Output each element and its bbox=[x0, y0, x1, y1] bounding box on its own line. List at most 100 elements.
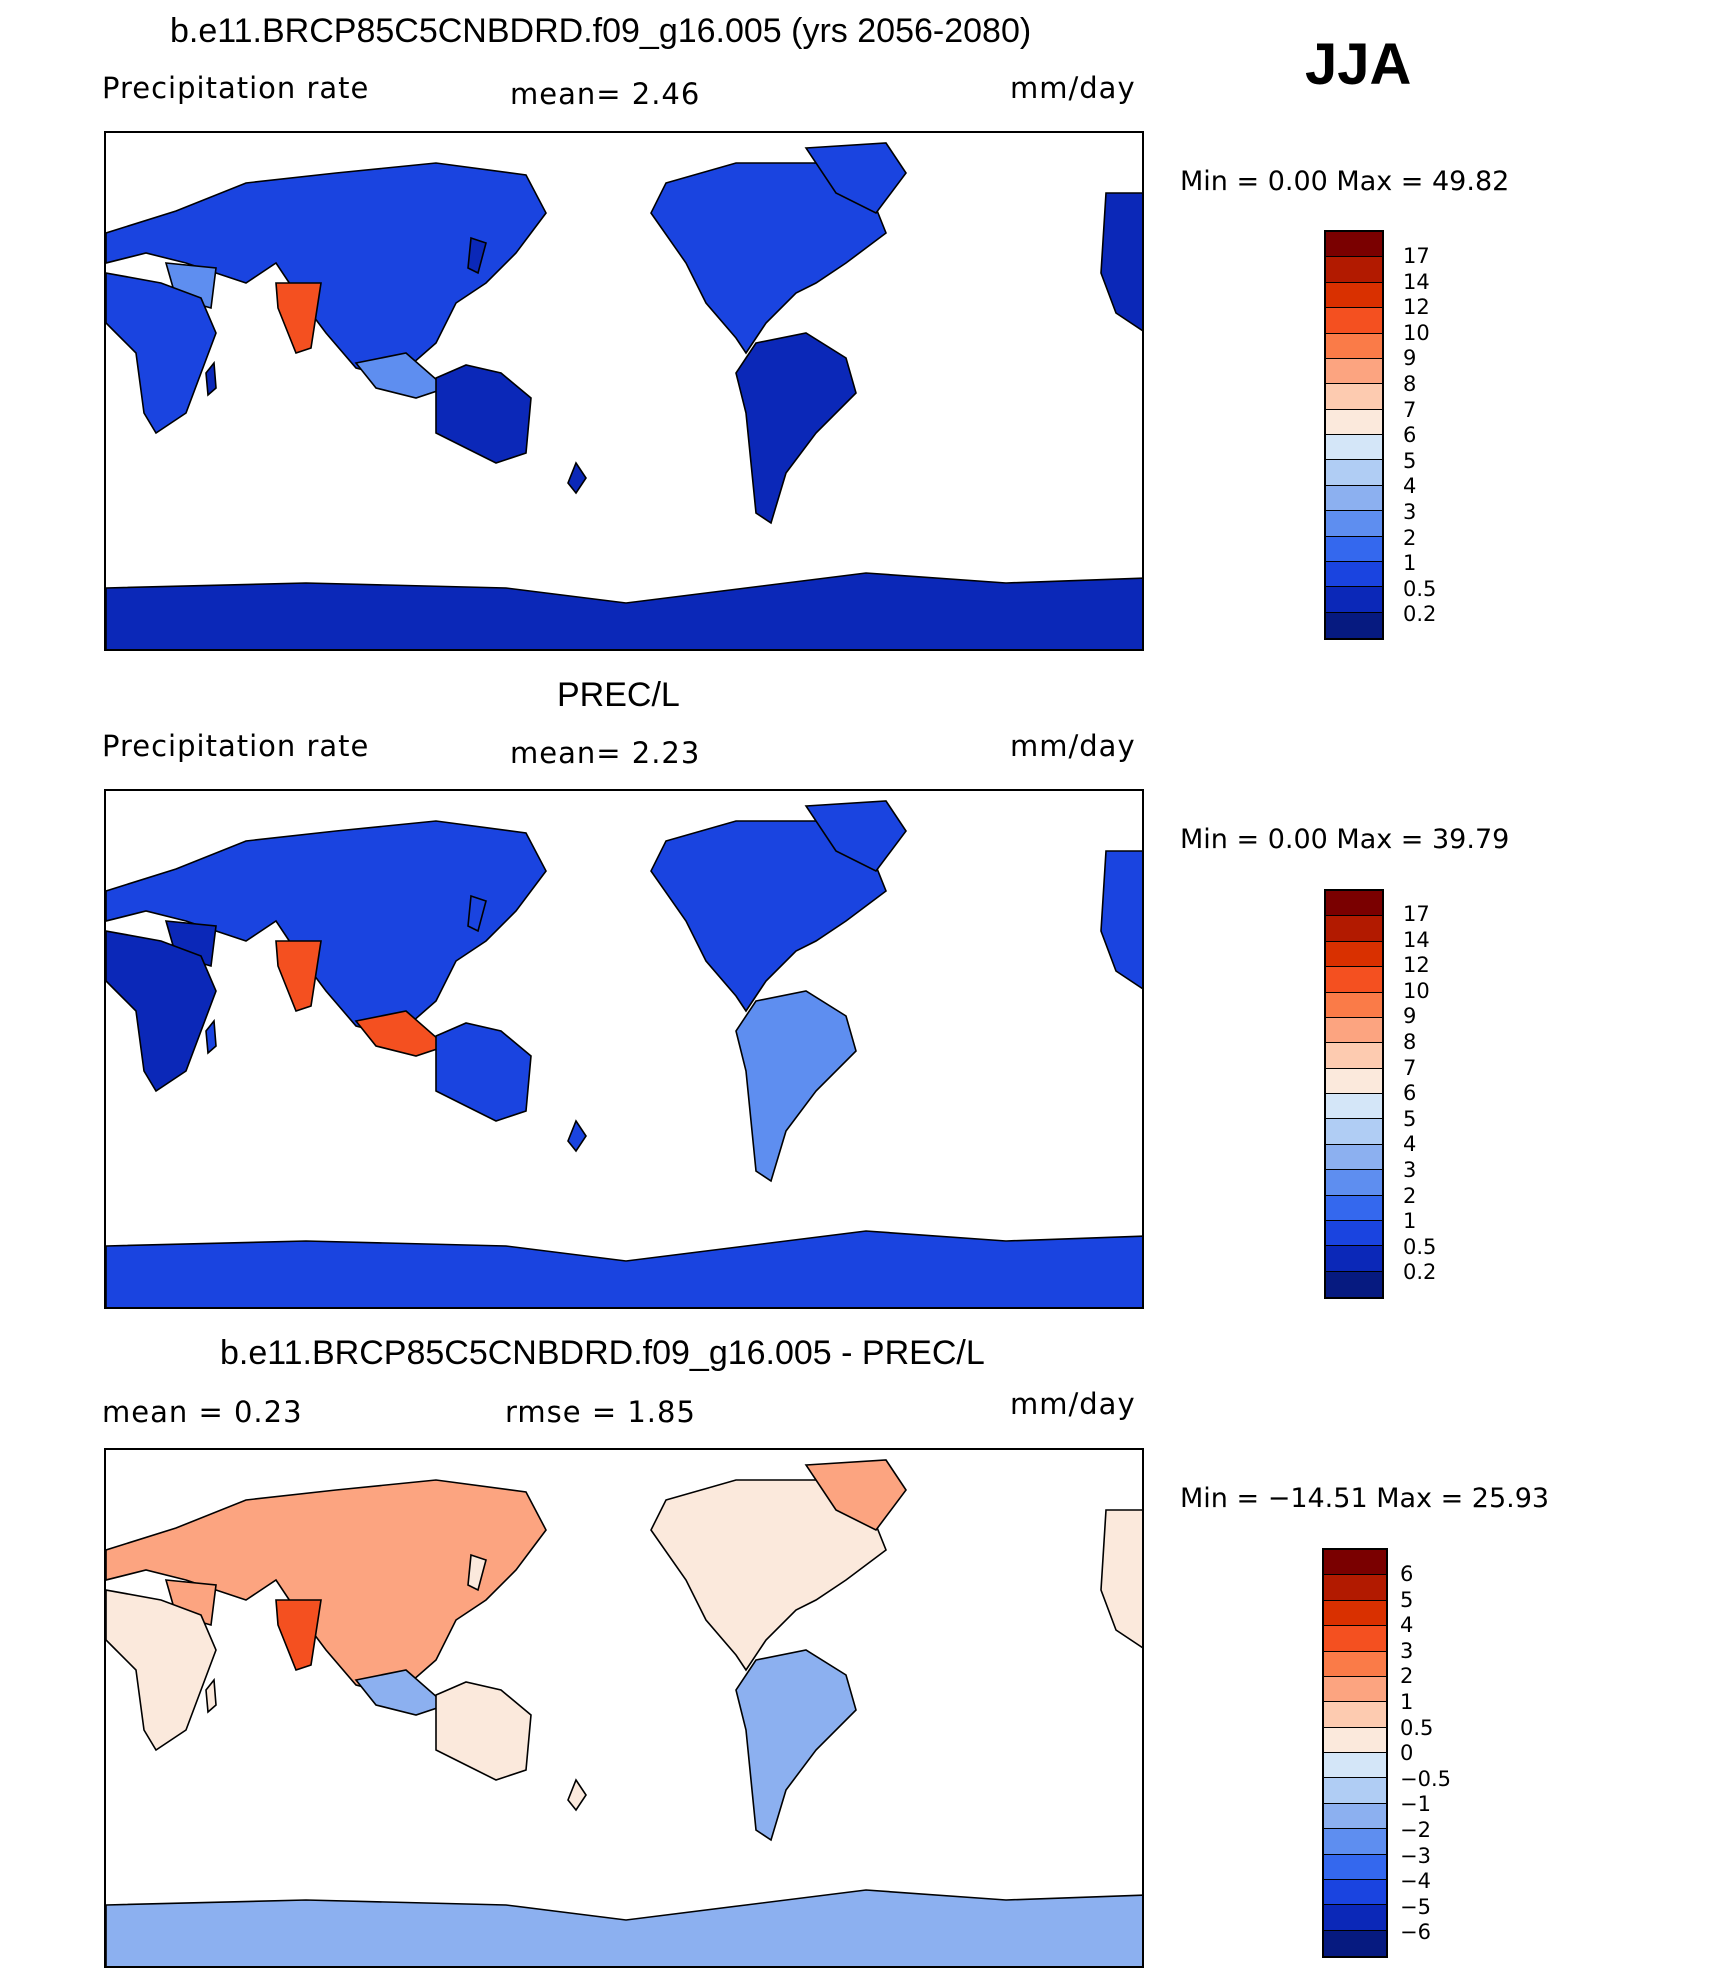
panel3-map bbox=[104, 1448, 1144, 1968]
colorbar-tick-label: 17 bbox=[1403, 902, 1430, 926]
panel2-mean-label: mean= 2.23 bbox=[510, 736, 701, 770]
landmass-antarctica bbox=[106, 1230, 1142, 1307]
colorbar-tick-label: 6 bbox=[1403, 1081, 1417, 1106]
landmass-samerica bbox=[735, 1649, 857, 1842]
colorbar-tick-label: 4 bbox=[1400, 1613, 1414, 1638]
colorbar-tick-label: 8 bbox=[1403, 1030, 1417, 1054]
colorbar-tick-label: 0.5 bbox=[1400, 1715, 1434, 1740]
colorbar-swatch bbox=[1324, 1854, 1386, 1880]
panel2-min-max: Min = 0.00 Max = 39.79 bbox=[1180, 824, 1510, 855]
colorbar-tick-label: −0.5 bbox=[1400, 1766, 1451, 1791]
panel2-map bbox=[104, 789, 1144, 1309]
colorbar-tick-label: 3 bbox=[1403, 1158, 1417, 1182]
colorbar-swatch bbox=[1324, 1702, 1386, 1728]
colorbar-tick-label: 2 bbox=[1403, 525, 1417, 550]
panel2-colorbar bbox=[1324, 889, 1384, 1299]
colorbar-swatch bbox=[1326, 612, 1382, 638]
panel1-world-map bbox=[106, 142, 1142, 649]
colorbar-swatch bbox=[1326, 1170, 1382, 1196]
colorbar-swatch bbox=[1326, 409, 1382, 435]
panel1-map bbox=[104, 131, 1144, 651]
colorbar-swatch bbox=[1326, 587, 1382, 613]
landmass-europeEdge bbox=[1100, 850, 1142, 990]
colorbar-swatch bbox=[1324, 1626, 1386, 1652]
colorbar-tick-label: 0 bbox=[1400, 1741, 1414, 1766]
panel2-world-map bbox=[106, 800, 1142, 1307]
colorbar-tick-label: 5 bbox=[1403, 448, 1417, 473]
colorbar-swatch bbox=[1326, 916, 1382, 942]
colorbar-swatch bbox=[1324, 1600, 1386, 1627]
panel3-world-map bbox=[106, 1459, 1142, 1966]
colorbar-swatch bbox=[1326, 1119, 1382, 1145]
landmass-madagascar bbox=[205, 1018, 217, 1055]
landmass-madagascar bbox=[205, 360, 217, 397]
colorbar-tick-label: 5 bbox=[1400, 1587, 1414, 1612]
colorbar-swatch bbox=[1326, 308, 1382, 334]
landmass-greenland bbox=[804, 142, 907, 215]
landmass-samerica bbox=[735, 332, 857, 525]
colorbar-swatch bbox=[1326, 1220, 1382, 1247]
panel1-variable-label: Precipitation rate bbox=[102, 71, 370, 105]
season-label: JJA bbox=[1305, 32, 1412, 97]
colorbar-tick-label: −2 bbox=[1400, 1818, 1431, 1842]
colorbar-tick-label: −6 bbox=[1400, 1920, 1431, 1945]
colorbar-tick-label: 3 bbox=[1400, 1638, 1414, 1663]
landmass-nz bbox=[567, 1119, 587, 1153]
colorbar-swatch bbox=[1324, 1803, 1386, 1830]
colorbar-tick-label: 1 bbox=[1403, 551, 1417, 576]
colorbar-swatch bbox=[1326, 358, 1382, 385]
colorbar-tick-label: −1 bbox=[1400, 1792, 1431, 1817]
panel2-variable-label: Precipitation rate bbox=[102, 729, 370, 763]
colorbar-swatch bbox=[1324, 1575, 1386, 1601]
landmass-australia bbox=[435, 1681, 532, 1781]
landmass-africa bbox=[106, 272, 217, 435]
colorbar-swatch bbox=[1324, 1905, 1386, 1931]
colorbar-swatch bbox=[1324, 1676, 1386, 1703]
colorbar-swatch bbox=[1326, 561, 1382, 588]
landmass-antarctica bbox=[106, 1889, 1142, 1966]
colorbar-tick-label: 9 bbox=[1403, 1004, 1417, 1029]
colorbar-tick-label: 0.5 bbox=[1403, 576, 1437, 601]
colorbar-tick-label: −5 bbox=[1400, 1894, 1431, 1919]
colorbar-swatch bbox=[1326, 1068, 1382, 1094]
landmass-seasia bbox=[354, 352, 448, 399]
colorbar-tick-label: 2 bbox=[1403, 1183, 1417, 1208]
colorbar-tick-label: 17 bbox=[1403, 244, 1430, 268]
landmass-australia bbox=[435, 1022, 532, 1122]
colorbar-swatch bbox=[1326, 1246, 1382, 1272]
landmass-india bbox=[275, 282, 322, 354]
colorbar-tick-label: 4 bbox=[1403, 474, 1417, 499]
colorbar-tick-label: 12 bbox=[1403, 953, 1430, 978]
colorbar-tick-label: 14 bbox=[1403, 927, 1430, 952]
colorbar-tick-label: 3 bbox=[1403, 500, 1417, 524]
panel3-units: mm/day bbox=[1010, 1387, 1136, 1421]
colorbar-tick-label: 10 bbox=[1403, 320, 1430, 345]
colorbar-swatch bbox=[1324, 1651, 1386, 1677]
colorbar-tick-label: 6 bbox=[1403, 423, 1417, 448]
landmass-japan bbox=[467, 894, 487, 933]
colorbar-tick-label: 9 bbox=[1403, 346, 1417, 371]
colorbar-swatch bbox=[1326, 333, 1382, 359]
panel1-units: mm/day bbox=[1010, 71, 1136, 105]
colorbar-tick-label: 10 bbox=[1403, 978, 1430, 1003]
panel2-units: mm/day bbox=[1010, 729, 1136, 763]
colorbar-swatch bbox=[1326, 257, 1382, 283]
colorbar-tick-label: 0.5 bbox=[1403, 1234, 1437, 1259]
colorbar-tick-label: 1 bbox=[1400, 1690, 1414, 1714]
colorbar-swatch bbox=[1324, 1829, 1386, 1855]
colorbar-swatch bbox=[1326, 460, 1382, 486]
landmass-nz bbox=[567, 1778, 587, 1812]
colorbar-swatch bbox=[1326, 536, 1382, 562]
colorbar-swatch bbox=[1326, 967, 1382, 993]
colorbar-tick-label: 2 bbox=[1400, 1664, 1414, 1689]
colorbar-tick-label: 0.2 bbox=[1403, 1260, 1437, 1285]
panel1-colorbar bbox=[1324, 230, 1384, 640]
colorbar-tick-label: −4 bbox=[1400, 1869, 1431, 1894]
colorbar-swatch bbox=[1326, 1271, 1382, 1297]
colorbar-tick-label: 6 bbox=[1400, 1562, 1414, 1586]
colorbar-swatch bbox=[1326, 384, 1382, 410]
landmass-africa bbox=[106, 1589, 217, 1752]
colorbar-swatch bbox=[1324, 1727, 1386, 1753]
colorbar-tick-label: 14 bbox=[1403, 269, 1430, 294]
landmass-india bbox=[275, 940, 322, 1012]
